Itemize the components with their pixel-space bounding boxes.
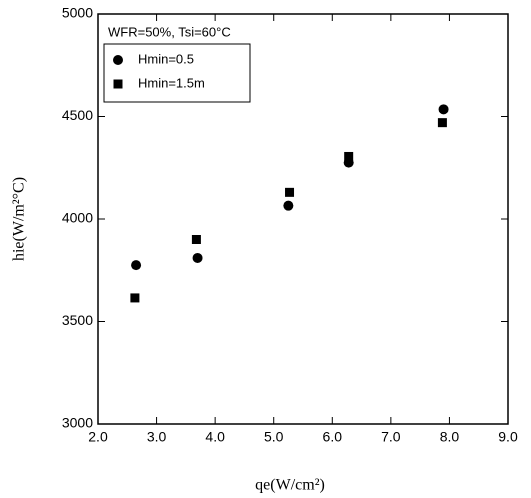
x-axis-label: qe(W/cm²) <box>255 477 325 494</box>
y-tick-label: 5000 <box>62 5 93 21</box>
marker <box>437 118 447 128</box>
marker <box>192 252 203 263</box>
marker <box>191 235 201 244</box>
y-tick-label: 3000 <box>62 415 93 431</box>
y-tick-label: 4500 <box>62 107 93 123</box>
legend-label: Hmin=1.5m <box>138 75 205 90</box>
x-tick-label: 5.0 <box>264 429 284 445</box>
x-tick-label: 2.0 <box>88 429 108 445</box>
legend-label: Hmin=0.5 <box>138 51 194 66</box>
marker <box>283 200 294 211</box>
marker <box>130 293 140 303</box>
x-tick-label: 6.0 <box>323 429 343 445</box>
annotation: WFR=50%, Tsi=60°C <box>108 24 231 39</box>
x-tick-label: 4.0 <box>205 429 225 445</box>
x-tick-label: 8.0 <box>440 429 460 445</box>
legend-marker <box>113 79 123 89</box>
legend-box <box>103 43 251 103</box>
x-tick-label: 3.0 <box>147 429 167 445</box>
marker <box>131 260 142 271</box>
x-tick-label: 7.0 <box>381 429 401 445</box>
marker <box>285 187 295 197</box>
marker <box>344 151 354 161</box>
y-tick-label: 3500 <box>62 312 93 328</box>
y-axis-label: hie(W/m²°C) <box>11 177 28 261</box>
x-tick-label: 9.0 <box>498 429 518 445</box>
legend-marker <box>113 55 123 65</box>
y-tick-label: 4000 <box>62 210 93 226</box>
marker <box>438 104 449 115</box>
